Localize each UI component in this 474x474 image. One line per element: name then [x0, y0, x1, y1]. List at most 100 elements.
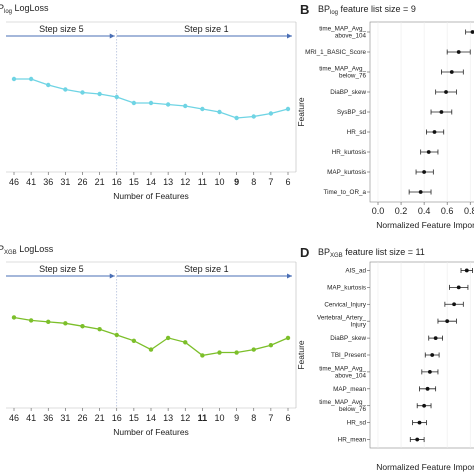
- panel-a-step5-label: Step size 5: [39, 24, 84, 34]
- panel-a-series-line: [14, 78, 289, 119]
- panel-c-point-15: [131, 338, 137, 344]
- panel-b-title: BPlog feature list size = 9: [318, 4, 416, 16]
- panel-d-point-10: [415, 437, 420, 442]
- panel-d-point-2: [452, 302, 456, 307]
- panel-c-step5-arrowhead: [109, 273, 115, 279]
- panel-a-xtick-41: 41: [26, 177, 36, 187]
- panel-c-point-41: [28, 318, 34, 323]
- panel-c-xtick-10: 10: [214, 413, 224, 423]
- panel-a-xtick-26: 26: [77, 177, 87, 187]
- panel-a-point-10: [217, 109, 222, 115]
- panel-c-point-12: [183, 340, 188, 345]
- panel-c-point-46: [11, 315, 17, 320]
- panel-a-point-46: [11, 76, 17, 82]
- panel-b-xlabel: Normalized Feature Importance: [376, 220, 474, 230]
- panel-a-point-8: [251, 114, 256, 119]
- panel-b-xtick-0.8: 0.8: [464, 206, 474, 216]
- panel-b-xtick-0.4: 0.4: [418, 206, 431, 216]
- panel-c-xtick-21: 21: [95, 413, 105, 423]
- panel-a-title: Plog LogLoss: [0, 3, 49, 15]
- panel-a-step5-arrowhead: [109, 33, 115, 39]
- panel-a-step1-label: Step size 1: [184, 24, 229, 34]
- panel-d-ylabel: Feature: [296, 340, 306, 370]
- panel-c-point-14: [148, 347, 154, 352]
- panel-a-xtick-36: 36: [43, 177, 53, 187]
- panel-a-point-21: [97, 91, 102, 97]
- panel-c-xtick-15: 15: [129, 413, 139, 423]
- panel-c-point-21: [97, 326, 102, 332]
- panel-c-xtick-14: 14: [146, 413, 156, 423]
- panel-c-point-13: [165, 335, 171, 341]
- panel-a-point-41: [28, 76, 34, 82]
- panel-c-step1-label: Step size 1: [184, 264, 229, 274]
- panel-c-point-7: [268, 343, 274, 348]
- panel-b-letter: B: [300, 2, 309, 17]
- panel-d-point-6: [427, 370, 432, 374]
- panel-a-xtick-31: 31: [60, 177, 70, 187]
- panel-a-xtick-21: 21: [95, 177, 105, 187]
- panel-a-xtick-12: 12: [180, 177, 190, 187]
- panel-c-xtick-16: 16: [112, 413, 122, 423]
- panel-d-feature-label-7: MAP_mean: [333, 386, 366, 393]
- panel-c-xtick-12: 12: [180, 413, 190, 423]
- panel-c-point-16: [114, 332, 119, 338]
- panel-d-feature-label-4: DiaBP_skew: [330, 335, 366, 342]
- panel-b-feature-label-5: HR_sd: [347, 129, 367, 136]
- panel-a-xtick-9: 9: [234, 177, 239, 187]
- panel-b-point-6: [426, 150, 431, 154]
- panel-d-feature-label-1: MAP_kurtosis: [327, 284, 366, 291]
- panel-b-feature-label-4: SysBP_sd: [337, 109, 367, 116]
- panel-d-point-0: [464, 268, 469, 273]
- panel-a-point-13: [165, 102, 171, 107]
- panel-b-point-4: [439, 110, 444, 114]
- panel-d-xlabel: Normalized Feature Importance: [376, 462, 474, 472]
- panel-c-point-10: [217, 350, 222, 355]
- panel-a-xtick-15: 15: [129, 177, 139, 187]
- panel-a-xtick-16: 16: [112, 177, 122, 187]
- panel-b-feature-label-3: DiaBP_skew: [330, 89, 366, 96]
- panel-a-point-26: [80, 90, 85, 95]
- panel-a-point-6: [285, 106, 291, 112]
- panel-a-xtick-10: 10: [214, 177, 224, 187]
- panel-c-xtick-41: 41: [26, 413, 36, 423]
- panel-d-feature-label-10: HR_mean: [338, 437, 367, 444]
- panel-a-xlabel: Number of Features: [113, 191, 189, 201]
- panel-c-xtick-11: 11: [198, 413, 208, 423]
- panel-c-xtick-9: 9: [234, 413, 239, 423]
- panel-d-feature-label-5: TBI_Present: [331, 352, 366, 359]
- panel-d-point-5: [430, 353, 435, 357]
- panel-b-ylabel: Feature: [296, 97, 306, 127]
- panel-d-point-4: [433, 336, 438, 340]
- panel-c-step5-label: Step size 5: [39, 264, 84, 274]
- panel-a-xtick-14: 14: [146, 177, 156, 187]
- panel-c-point-9: [234, 350, 239, 355]
- panel-c-xtick-26: 26: [77, 413, 87, 423]
- panel-a-xtick-8: 8: [251, 177, 256, 187]
- panel-c-xtick-46: 46: [9, 413, 19, 423]
- panel-a-point-12: [183, 103, 188, 109]
- panel-c-point-31: [63, 321, 68, 326]
- panel-d-feature-label-0: AIS_ad: [345, 267, 366, 274]
- panel-d-point-1: [456, 285, 461, 290]
- panel-c-xtick-31: 31: [60, 413, 70, 423]
- panel-a-xtick-7: 7: [268, 177, 273, 187]
- panel-d-feature-label-3: Vertebral_Artery_ Injury: [317, 315, 367, 329]
- panel-c-point-36: [46, 319, 51, 325]
- panel-a-xtick-13: 13: [163, 177, 173, 187]
- panel-a-xtick-6: 6: [285, 177, 290, 187]
- panel-d-title: BPXGB feature list size = 11: [318, 247, 425, 259]
- panel-a-step1-arrowhead: [287, 33, 292, 39]
- panel-c-point-26: [80, 324, 85, 329]
- panel-b-point-5: [432, 130, 437, 134]
- panel-a-point-15: [131, 100, 137, 106]
- panel-b-xtick-0.2: 0.2: [395, 206, 408, 216]
- panel-b-point-2: [449, 70, 454, 74]
- panel-b-feature-label-7: MAP_kurtosis: [327, 169, 366, 176]
- panel-d-point-7: [425, 386, 430, 391]
- panel-a-point-11: [200, 106, 205, 112]
- panel-a-point-36: [46, 82, 51, 88]
- panel-c-xlabel: Number of Features: [113, 427, 189, 437]
- panel-c-xtick-8: 8: [251, 413, 256, 423]
- panel-b-point-8: [418, 190, 423, 194]
